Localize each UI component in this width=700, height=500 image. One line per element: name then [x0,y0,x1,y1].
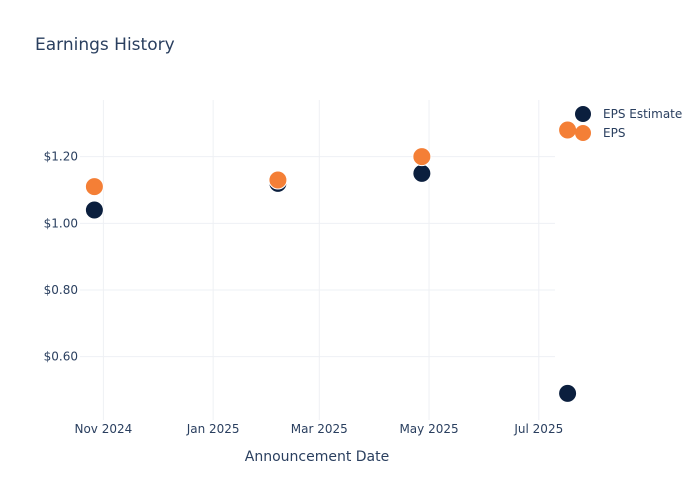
x-tick-label: May 2025 [399,422,458,436]
series-eps-estimate [84,163,578,403]
y-axis-ticks: $0.60 $0.80 $1.00 $1.20 [44,150,78,364]
eps-estimate-point[interactable] [412,163,432,183]
y-tick-label: $0.60 [44,350,78,364]
eps-point[interactable] [268,170,288,190]
eps-estimate-point[interactable] [558,383,578,403]
legend-label: EPS [603,126,625,140]
x-axis-ticks: Nov 2024 Jan 2025 Mar 2025 May 2025 Jul 2025 [74,422,563,436]
y-gridlines [80,156,555,358]
legend-marker [575,106,591,122]
data-points [84,120,578,403]
chart-title: Earnings History [35,35,175,55]
x-axis-title: Announcement Date [245,449,389,465]
series-eps [84,120,578,197]
x-gridlines [102,100,540,420]
y-tick-label: $1.00 [44,216,78,230]
legend-marker [575,125,591,141]
eps-estimate-point[interactable] [84,200,104,220]
legend[interactable]: EPS Estimate EPS [575,106,682,141]
eps-point[interactable] [558,120,578,140]
y-tick-label: $0.80 [44,283,78,297]
eps-point[interactable] [84,177,104,197]
legend-label: EPS Estimate [603,107,682,121]
y-tick-label: $1.20 [44,150,78,164]
legend-item-eps[interactable]: EPS [575,125,625,141]
eps-point[interactable] [412,147,432,167]
x-tick-label: Nov 2024 [74,422,132,436]
x-tick-label: Mar 2025 [291,422,348,436]
legend-item-eps-estimate[interactable]: EPS Estimate [575,106,682,122]
x-tick-label: Jul 2025 [513,422,563,436]
x-tick-label: Jan 2025 [186,422,240,436]
